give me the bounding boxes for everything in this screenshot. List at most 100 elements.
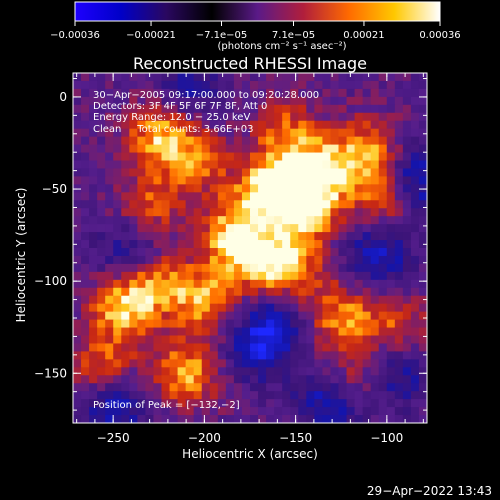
heatmap-cell bbox=[330, 399, 340, 408]
heatmap-cell bbox=[201, 168, 211, 177]
heatmap-cell bbox=[81, 208, 90, 217]
heatmap-cell bbox=[145, 303, 155, 313]
heatmap-cell bbox=[394, 208, 404, 217]
heatmap-cell bbox=[161, 319, 171, 329]
heatmap-cell bbox=[225, 375, 235, 384]
heatmap-cell bbox=[378, 375, 388, 384]
heatmap-cell bbox=[274, 343, 283, 352]
heatmap-cell bbox=[129, 73, 138, 82]
heatmap-cell bbox=[386, 224, 396, 233]
heatmap-cell bbox=[209, 327, 219, 337]
heatmap-cell bbox=[410, 415, 420, 423]
heatmap-cell bbox=[354, 415, 364, 423]
heatmap-cell bbox=[346, 391, 356, 400]
heatmap-cell bbox=[137, 216, 147, 225]
heatmap-cell bbox=[193, 303, 203, 313]
heatmap-cell bbox=[386, 383, 396, 392]
heatmap-cell bbox=[73, 208, 82, 217]
heatmap-cell bbox=[298, 152, 307, 162]
x-tick-label: −250 bbox=[97, 431, 130, 445]
heatmap-cell bbox=[153, 152, 163, 162]
heatmap-cell bbox=[282, 407, 291, 416]
heatmap-cell bbox=[89, 319, 98, 329]
heatmap-cell bbox=[410, 80, 420, 90]
heatmap-cell bbox=[258, 327, 267, 337]
heatmap-cell bbox=[145, 120, 155, 130]
heatmap-cell bbox=[185, 96, 195, 106]
heatmap-cell bbox=[410, 184, 420, 193]
heatmap-cell bbox=[322, 184, 332, 193]
heatmap-cell bbox=[233, 168, 243, 177]
heatmap-cell bbox=[217, 391, 227, 400]
heatmap-cell bbox=[354, 367, 364, 376]
heatmap-cell bbox=[137, 184, 147, 193]
heatmap-cell bbox=[241, 415, 251, 423]
heatmap-cell bbox=[113, 359, 122, 368]
heatmap-cell bbox=[185, 136, 195, 146]
heatmap-cell bbox=[177, 343, 187, 352]
heatmap-cell bbox=[113, 144, 122, 154]
heatmap-cell bbox=[322, 271, 332, 281]
heatmap-cell bbox=[298, 351, 307, 360]
heatmap-cell bbox=[113, 248, 122, 257]
heatmap-cell bbox=[201, 383, 211, 392]
heatmap-cell bbox=[137, 415, 147, 423]
heatmap-cell bbox=[201, 200, 211, 209]
heatmap-cell bbox=[161, 73, 171, 82]
heatmap-cell bbox=[73, 248, 82, 257]
heatmap-cell bbox=[209, 255, 219, 265]
heatmap-cell bbox=[290, 224, 299, 233]
heatmap-cell bbox=[201, 88, 211, 98]
heatmap-cell bbox=[346, 224, 356, 233]
heatmap-cell bbox=[137, 351, 147, 360]
heatmap-cell bbox=[298, 144, 307, 154]
heatmap-cell bbox=[241, 407, 251, 416]
heatmap-cell bbox=[129, 224, 138, 233]
heatmap-cell bbox=[161, 112, 171, 122]
heatmap-cell bbox=[137, 391, 147, 400]
heatmap-cell bbox=[225, 168, 235, 177]
heatmap-cell bbox=[209, 343, 219, 352]
heatmap-cell bbox=[201, 176, 211, 185]
heatmap-cell bbox=[209, 248, 219, 257]
colorbar-tick-label: −0.00036 bbox=[50, 30, 100, 41]
heatmap-cell bbox=[73, 343, 82, 352]
heatmap-cell bbox=[322, 311, 332, 321]
heatmap-cell bbox=[137, 295, 147, 305]
heatmap-cell bbox=[89, 327, 98, 337]
heatmap-cell bbox=[250, 144, 259, 154]
heatmap-cell bbox=[378, 407, 388, 416]
heatmap-cell bbox=[81, 287, 90, 297]
heatmap-cell bbox=[250, 343, 259, 352]
heatmap-cell bbox=[418, 224, 427, 233]
heatmap-cell bbox=[370, 128, 380, 138]
heatmap-cell bbox=[161, 367, 171, 376]
heatmap-cell bbox=[306, 120, 315, 130]
heatmap-cell bbox=[169, 375, 179, 384]
heatmap-cell bbox=[418, 112, 427, 122]
heatmap-cell bbox=[290, 359, 299, 368]
heatmap-cell bbox=[73, 255, 82, 265]
heatmap-cell bbox=[153, 144, 163, 154]
heatmap-cell bbox=[121, 383, 130, 392]
heatmap-cell bbox=[410, 319, 420, 329]
heatmap-cell bbox=[241, 144, 251, 154]
heatmap-cell bbox=[418, 407, 427, 416]
heatmap-cell bbox=[410, 168, 420, 177]
heatmap-cell bbox=[73, 351, 82, 360]
heatmap-cell bbox=[290, 112, 299, 122]
heatmap-cell bbox=[137, 343, 147, 352]
heatmap-cell bbox=[153, 303, 163, 313]
heatmap-cell bbox=[402, 335, 412, 345]
heatmap-cell bbox=[241, 152, 251, 162]
heatmap-cell bbox=[233, 160, 243, 170]
heatmap-cell bbox=[81, 112, 90, 122]
heatmap-cell bbox=[233, 232, 243, 241]
heatmap-cell bbox=[97, 88, 106, 98]
heatmap-cell bbox=[129, 168, 138, 177]
heatmap-cell bbox=[298, 184, 307, 193]
heatmap-cell bbox=[153, 399, 163, 408]
heatmap-cell bbox=[89, 120, 98, 130]
heatmap-cell bbox=[185, 303, 195, 313]
